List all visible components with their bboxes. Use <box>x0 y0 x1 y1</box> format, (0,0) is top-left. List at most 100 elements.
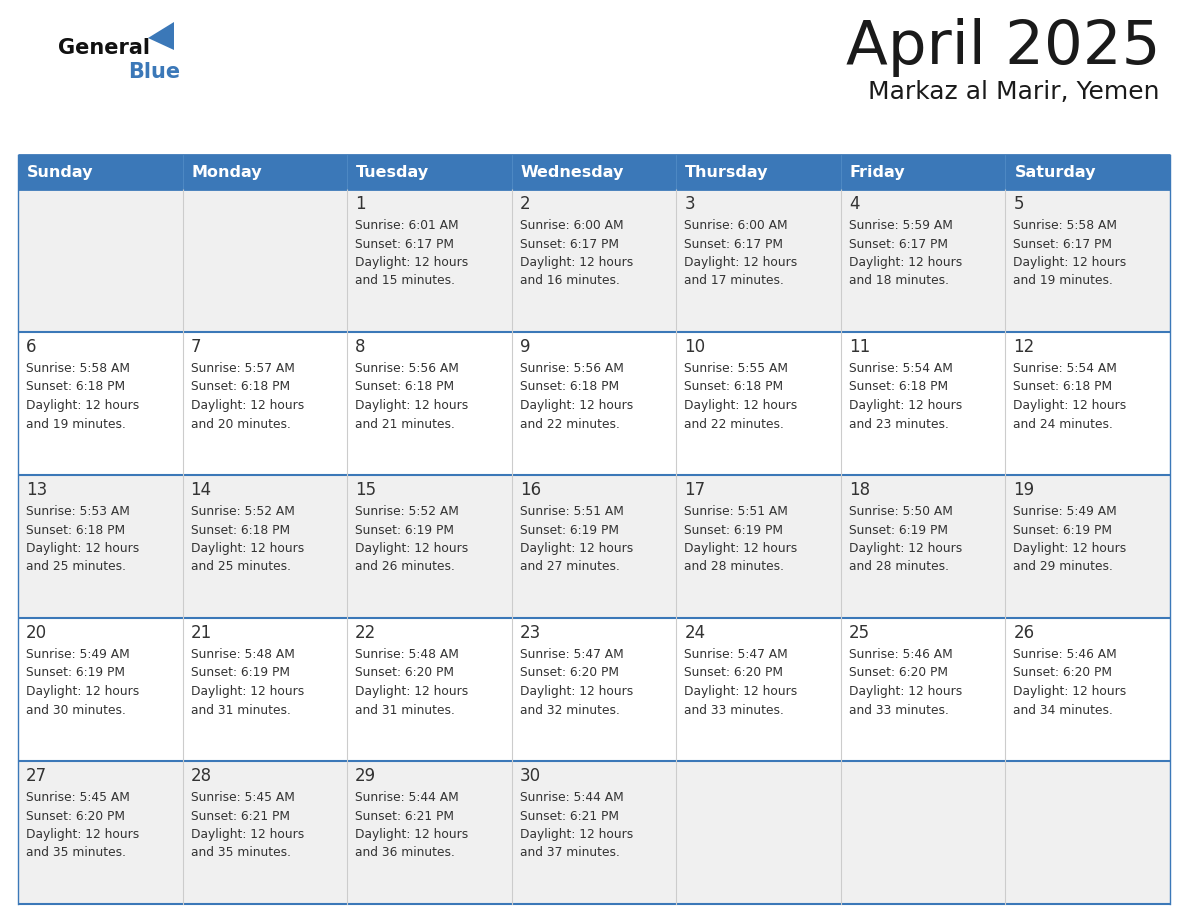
Text: 6: 6 <box>26 338 37 356</box>
Text: and 35 minutes.: and 35 minutes. <box>190 846 291 859</box>
Text: and 36 minutes.: and 36 minutes. <box>355 846 455 859</box>
Text: Sunset: 6:19 PM: Sunset: 6:19 PM <box>190 666 290 679</box>
Text: Sunrise: 5:53 AM: Sunrise: 5:53 AM <box>26 505 129 518</box>
Text: 11: 11 <box>849 338 870 356</box>
Text: and 18 minutes.: and 18 minutes. <box>849 274 949 287</box>
Text: Sunset: 6:20 PM: Sunset: 6:20 PM <box>849 666 948 679</box>
Text: Daylight: 12 hours: Daylight: 12 hours <box>849 542 962 555</box>
Text: and 35 minutes.: and 35 minutes. <box>26 846 126 859</box>
Bar <box>18 475 1170 618</box>
Text: 1: 1 <box>355 195 366 213</box>
Text: and 37 minutes.: and 37 minutes. <box>519 846 620 859</box>
Text: 30: 30 <box>519 767 541 785</box>
Text: and 19 minutes.: and 19 minutes. <box>26 418 126 431</box>
Text: Sunrise: 5:47 AM: Sunrise: 5:47 AM <box>684 648 788 661</box>
Text: 24: 24 <box>684 624 706 642</box>
Text: Sunrise: 6:00 AM: Sunrise: 6:00 AM <box>519 219 624 232</box>
Text: and 19 minutes.: and 19 minutes. <box>1013 274 1113 287</box>
Text: Daylight: 12 hours: Daylight: 12 hours <box>1013 399 1126 412</box>
Text: and 22 minutes.: and 22 minutes. <box>519 418 620 431</box>
Text: Sunrise: 5:54 AM: Sunrise: 5:54 AM <box>1013 362 1117 375</box>
Text: 21: 21 <box>190 624 211 642</box>
Text: General: General <box>58 38 150 58</box>
Text: Sunset: 6:17 PM: Sunset: 6:17 PM <box>519 238 619 251</box>
Text: Sunrise: 6:01 AM: Sunrise: 6:01 AM <box>355 219 459 232</box>
Text: Sunset: 6:20 PM: Sunset: 6:20 PM <box>355 666 454 679</box>
Text: Sunrise: 5:56 AM: Sunrise: 5:56 AM <box>355 362 459 375</box>
Text: Sunrise: 5:49 AM: Sunrise: 5:49 AM <box>26 648 129 661</box>
Text: Daylight: 12 hours: Daylight: 12 hours <box>684 399 797 412</box>
Text: Sunset: 6:18 PM: Sunset: 6:18 PM <box>1013 380 1112 394</box>
Text: Sunset: 6:18 PM: Sunset: 6:18 PM <box>190 380 290 394</box>
Text: Sunrise: 5:56 AM: Sunrise: 5:56 AM <box>519 362 624 375</box>
Text: Sunset: 6:20 PM: Sunset: 6:20 PM <box>1013 666 1112 679</box>
Text: Daylight: 12 hours: Daylight: 12 hours <box>684 256 797 269</box>
Text: Sunrise: 5:51 AM: Sunrise: 5:51 AM <box>519 505 624 518</box>
Text: 28: 28 <box>190 767 211 785</box>
Text: 2: 2 <box>519 195 530 213</box>
Text: Daylight: 12 hours: Daylight: 12 hours <box>26 542 139 555</box>
Text: Sunset: 6:17 PM: Sunset: 6:17 PM <box>1013 238 1112 251</box>
Text: Sunrise: 5:44 AM: Sunrise: 5:44 AM <box>519 791 624 804</box>
Text: 19: 19 <box>1013 481 1035 499</box>
Text: Daylight: 12 hours: Daylight: 12 hours <box>355 399 468 412</box>
Text: 27: 27 <box>26 767 48 785</box>
Text: Daylight: 12 hours: Daylight: 12 hours <box>355 256 468 269</box>
Text: and 25 minutes.: and 25 minutes. <box>26 561 126 574</box>
Text: Sunrise: 5:45 AM: Sunrise: 5:45 AM <box>190 791 295 804</box>
Text: Sunset: 6:21 PM: Sunset: 6:21 PM <box>190 810 290 823</box>
Text: 3: 3 <box>684 195 695 213</box>
Text: Daylight: 12 hours: Daylight: 12 hours <box>1013 685 1126 698</box>
Text: 22: 22 <box>355 624 377 642</box>
Text: and 16 minutes.: and 16 minutes. <box>519 274 620 287</box>
Text: 26: 26 <box>1013 624 1035 642</box>
Text: Sunrise: 5:54 AM: Sunrise: 5:54 AM <box>849 362 953 375</box>
Text: Daylight: 12 hours: Daylight: 12 hours <box>519 399 633 412</box>
Text: 4: 4 <box>849 195 859 213</box>
Text: Daylight: 12 hours: Daylight: 12 hours <box>355 542 468 555</box>
Text: and 25 minutes.: and 25 minutes. <box>190 561 291 574</box>
Text: and 20 minutes.: and 20 minutes. <box>190 418 290 431</box>
Text: Daylight: 12 hours: Daylight: 12 hours <box>684 685 797 698</box>
Text: Sunset: 6:18 PM: Sunset: 6:18 PM <box>684 380 783 394</box>
Text: Daylight: 12 hours: Daylight: 12 hours <box>190 828 304 841</box>
Text: and 15 minutes.: and 15 minutes. <box>355 274 455 287</box>
Text: Daylight: 12 hours: Daylight: 12 hours <box>190 399 304 412</box>
Text: Sunset: 6:18 PM: Sunset: 6:18 PM <box>190 523 290 536</box>
Text: and 28 minutes.: and 28 minutes. <box>849 561 949 574</box>
Bar <box>18 332 1170 475</box>
Text: Daylight: 12 hours: Daylight: 12 hours <box>1013 256 1126 269</box>
Text: Sunrise: 6:00 AM: Sunrise: 6:00 AM <box>684 219 788 232</box>
Text: 15: 15 <box>355 481 377 499</box>
Text: Daylight: 12 hours: Daylight: 12 hours <box>519 685 633 698</box>
Text: Blue: Blue <box>128 62 181 82</box>
Text: 17: 17 <box>684 481 706 499</box>
Text: Sunrise: 5:51 AM: Sunrise: 5:51 AM <box>684 505 788 518</box>
Text: 20: 20 <box>26 624 48 642</box>
Text: Daylight: 12 hours: Daylight: 12 hours <box>1013 542 1126 555</box>
Text: Daylight: 12 hours: Daylight: 12 hours <box>355 685 468 698</box>
Text: Daylight: 12 hours: Daylight: 12 hours <box>26 399 139 412</box>
Text: Sunset: 6:17 PM: Sunset: 6:17 PM <box>355 238 454 251</box>
Text: Daylight: 12 hours: Daylight: 12 hours <box>684 542 797 555</box>
Text: and 27 minutes.: and 27 minutes. <box>519 561 620 574</box>
Text: Sunrise: 5:55 AM: Sunrise: 5:55 AM <box>684 362 789 375</box>
Text: Sunrise: 5:57 AM: Sunrise: 5:57 AM <box>190 362 295 375</box>
Text: Sunset: 6:19 PM: Sunset: 6:19 PM <box>26 666 125 679</box>
Text: Sunset: 6:21 PM: Sunset: 6:21 PM <box>519 810 619 823</box>
Text: Monday: Monday <box>191 164 263 180</box>
Text: Daylight: 12 hours: Daylight: 12 hours <box>519 828 633 841</box>
Text: Sunday: Sunday <box>27 164 94 180</box>
Text: 10: 10 <box>684 338 706 356</box>
Bar <box>18 761 1170 904</box>
Text: and 29 minutes.: and 29 minutes. <box>1013 561 1113 574</box>
Text: Sunrise: 5:59 AM: Sunrise: 5:59 AM <box>849 219 953 232</box>
Text: Daylight: 12 hours: Daylight: 12 hours <box>190 542 304 555</box>
Text: Markaz al Marir, Yemen: Markaz al Marir, Yemen <box>868 80 1159 104</box>
Text: and 31 minutes.: and 31 minutes. <box>190 703 290 717</box>
Text: Daylight: 12 hours: Daylight: 12 hours <box>519 542 633 555</box>
Text: Sunrise: 5:46 AM: Sunrise: 5:46 AM <box>849 648 953 661</box>
Text: 14: 14 <box>190 481 211 499</box>
Text: Sunset: 6:17 PM: Sunset: 6:17 PM <box>849 238 948 251</box>
Text: 25: 25 <box>849 624 870 642</box>
